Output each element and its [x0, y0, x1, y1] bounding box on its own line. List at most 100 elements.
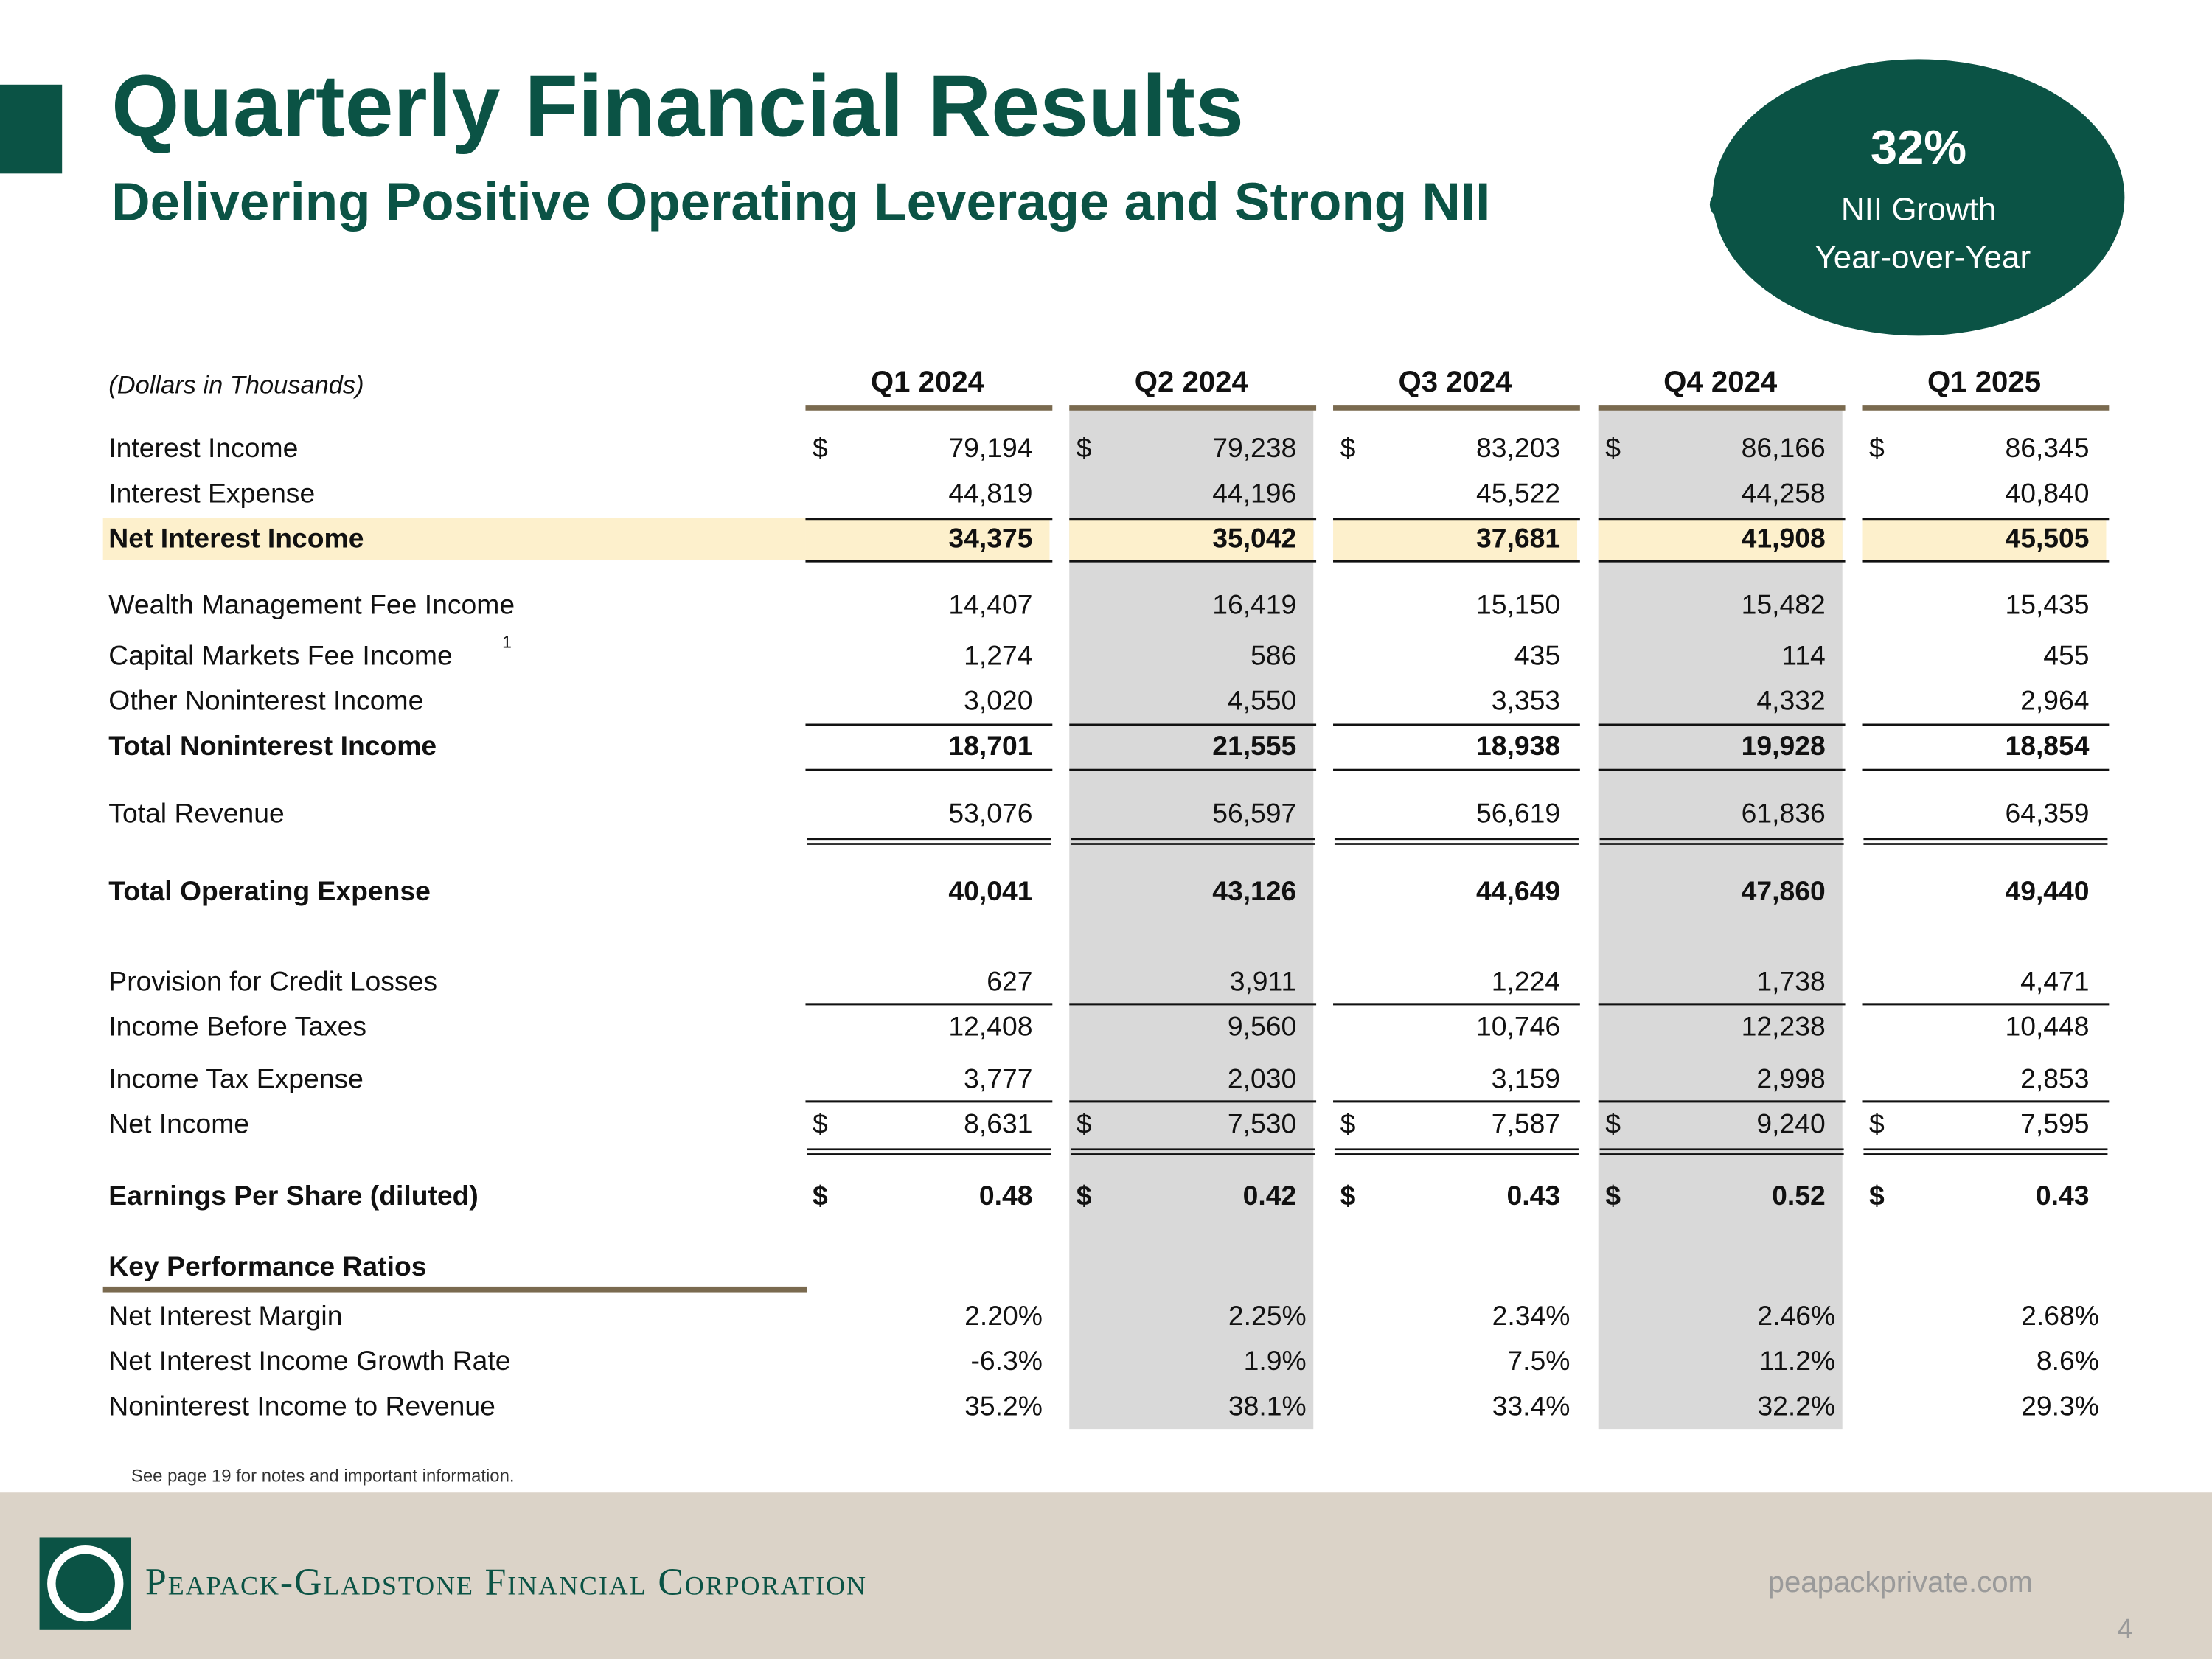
cell: 10,746 — [1476, 1011, 1560, 1042]
cell: 49,440 — [2005, 875, 2089, 906]
cell: 4,471 — [2020, 965, 2089, 996]
cell: 43,126 — [1212, 875, 1296, 906]
cell: 44,196 — [1212, 477, 1296, 508]
page-number: 4 — [2118, 1613, 2133, 1645]
currency: $ — [1077, 1108, 1092, 1139]
cell: 7,587 — [1492, 1108, 1560, 1139]
cell-rule — [1334, 1153, 1579, 1155]
row-label: Earnings Per Share (diluted) — [108, 1180, 479, 1211]
cell: 627 — [987, 965, 1032, 996]
cell: 16,419 — [1212, 589, 1296, 620]
cell-rule — [1333, 560, 1580, 563]
cell: 10,448 — [2005, 1011, 2089, 1042]
footnote: See page 19 for notes and important info… — [131, 1467, 515, 1486]
column-shade — [1598, 407, 1843, 1430]
row-label: Key Performance Ratios — [108, 1251, 426, 1281]
cell-rule — [1862, 560, 2110, 563]
cell-rule — [1069, 768, 1317, 771]
cell-rule — [807, 838, 1051, 841]
cell-rule — [1599, 838, 1844, 841]
currency: $ — [1869, 432, 1885, 463]
cell: 15,435 — [2005, 589, 2089, 620]
currency: $ — [1605, 1108, 1621, 1139]
row-label: Total Revenue — [108, 798, 284, 829]
cell: 37,681 — [1476, 523, 1560, 554]
cell: 2,030 — [1228, 1062, 1296, 1093]
cell-rule — [805, 768, 1053, 771]
column-shade — [1069, 407, 1314, 1430]
cell-rule — [1334, 843, 1579, 845]
cell: 45,522 — [1476, 477, 1560, 508]
badge-line: NII Growth — [1841, 192, 1996, 228]
currency: $ — [1340, 432, 1356, 463]
cell: 1.9% — [1244, 1345, 1307, 1376]
cell-rule — [807, 843, 1051, 845]
cell: 79,238 — [1212, 432, 1296, 463]
currency: $ — [1869, 1180, 1885, 1211]
cell-rule — [1069, 1003, 1317, 1006]
row-label: Income Tax Expense — [108, 1062, 364, 1093]
cell: 18,701 — [948, 730, 1032, 761]
currency: $ — [1340, 1180, 1356, 1211]
cell-rule — [1863, 1153, 2108, 1155]
cell: 64,359 — [2005, 798, 2089, 829]
header-rule — [1598, 405, 1846, 411]
cell: 0.48 — [979, 1180, 1033, 1211]
cell: 32.2% — [1757, 1390, 1835, 1421]
cell: 586 — [1251, 639, 1296, 670]
cell: 38.1% — [1228, 1390, 1307, 1421]
cell-rule — [1333, 723, 1580, 726]
row-label: Wealth Management Fee Income — [108, 589, 515, 620]
column-header: Q4 2024 — [1663, 365, 1778, 398]
row-highlight — [805, 518, 1050, 560]
cell-rule — [1071, 843, 1315, 845]
cell-rule — [1333, 1003, 1580, 1006]
cell: 2.25% — [1228, 1300, 1307, 1331]
cell-rule — [805, 1100, 1053, 1103]
footer-bar — [0, 1492, 2212, 1659]
row-label: Net Interest Margin — [108, 1300, 342, 1331]
cell: 0.52 — [1772, 1180, 1826, 1211]
cell: 2,853 — [2020, 1062, 2089, 1093]
cell: 19,928 — [1742, 730, 1826, 761]
cell: 2.34% — [1492, 1300, 1571, 1331]
cell: 12,408 — [948, 1011, 1032, 1042]
unit-note: (Dollars in Thousands) — [108, 371, 364, 399]
cell: 56,597 — [1212, 798, 1296, 829]
row-label: Income Before Taxes — [108, 1011, 366, 1042]
row-highlight — [1069, 518, 1314, 560]
row-label: Interest Expense — [108, 477, 315, 508]
cell: 44,819 — [948, 477, 1032, 508]
cell-rule — [1333, 768, 1580, 771]
cell: 1,274 — [964, 639, 1032, 670]
cell-rule — [807, 1148, 1051, 1151]
cell: 44,649 — [1476, 875, 1560, 906]
cell: 33.4% — [1492, 1390, 1571, 1421]
cell-rule — [1333, 518, 1580, 521]
cell-rule — [1598, 768, 1846, 771]
cell-rule — [1598, 1003, 1846, 1006]
cell: 35,042 — [1212, 523, 1296, 554]
cell-rule — [1069, 1100, 1317, 1103]
column-header: Q1 2025 — [1927, 365, 2041, 398]
cell: 0.43 — [2036, 1180, 2090, 1211]
url: peapackprivate.com — [1768, 1565, 2033, 1599]
cell-rule — [1598, 723, 1846, 726]
cell: 18,938 — [1476, 730, 1560, 761]
subtitle: Delivering Positive Operating Leverage a… — [111, 173, 1490, 232]
cell: 11.2% — [1759, 1345, 1835, 1376]
cell-rule — [1598, 518, 1846, 521]
column-header: Q1 2024 — [871, 365, 985, 398]
cell: 47,860 — [1742, 875, 1826, 906]
currency: $ — [813, 1108, 828, 1139]
cell-rule — [1599, 1153, 1844, 1155]
currency: $ — [1077, 1180, 1092, 1211]
cell: 21,555 — [1212, 730, 1296, 761]
cell: 56,619 — [1476, 798, 1560, 829]
cell: 53,076 — [948, 798, 1032, 829]
header-rule — [1333, 405, 1580, 411]
currency: $ — [1340, 1108, 1356, 1139]
row-label: Net Income — [108, 1108, 249, 1139]
cell-rule — [1599, 1148, 1844, 1151]
